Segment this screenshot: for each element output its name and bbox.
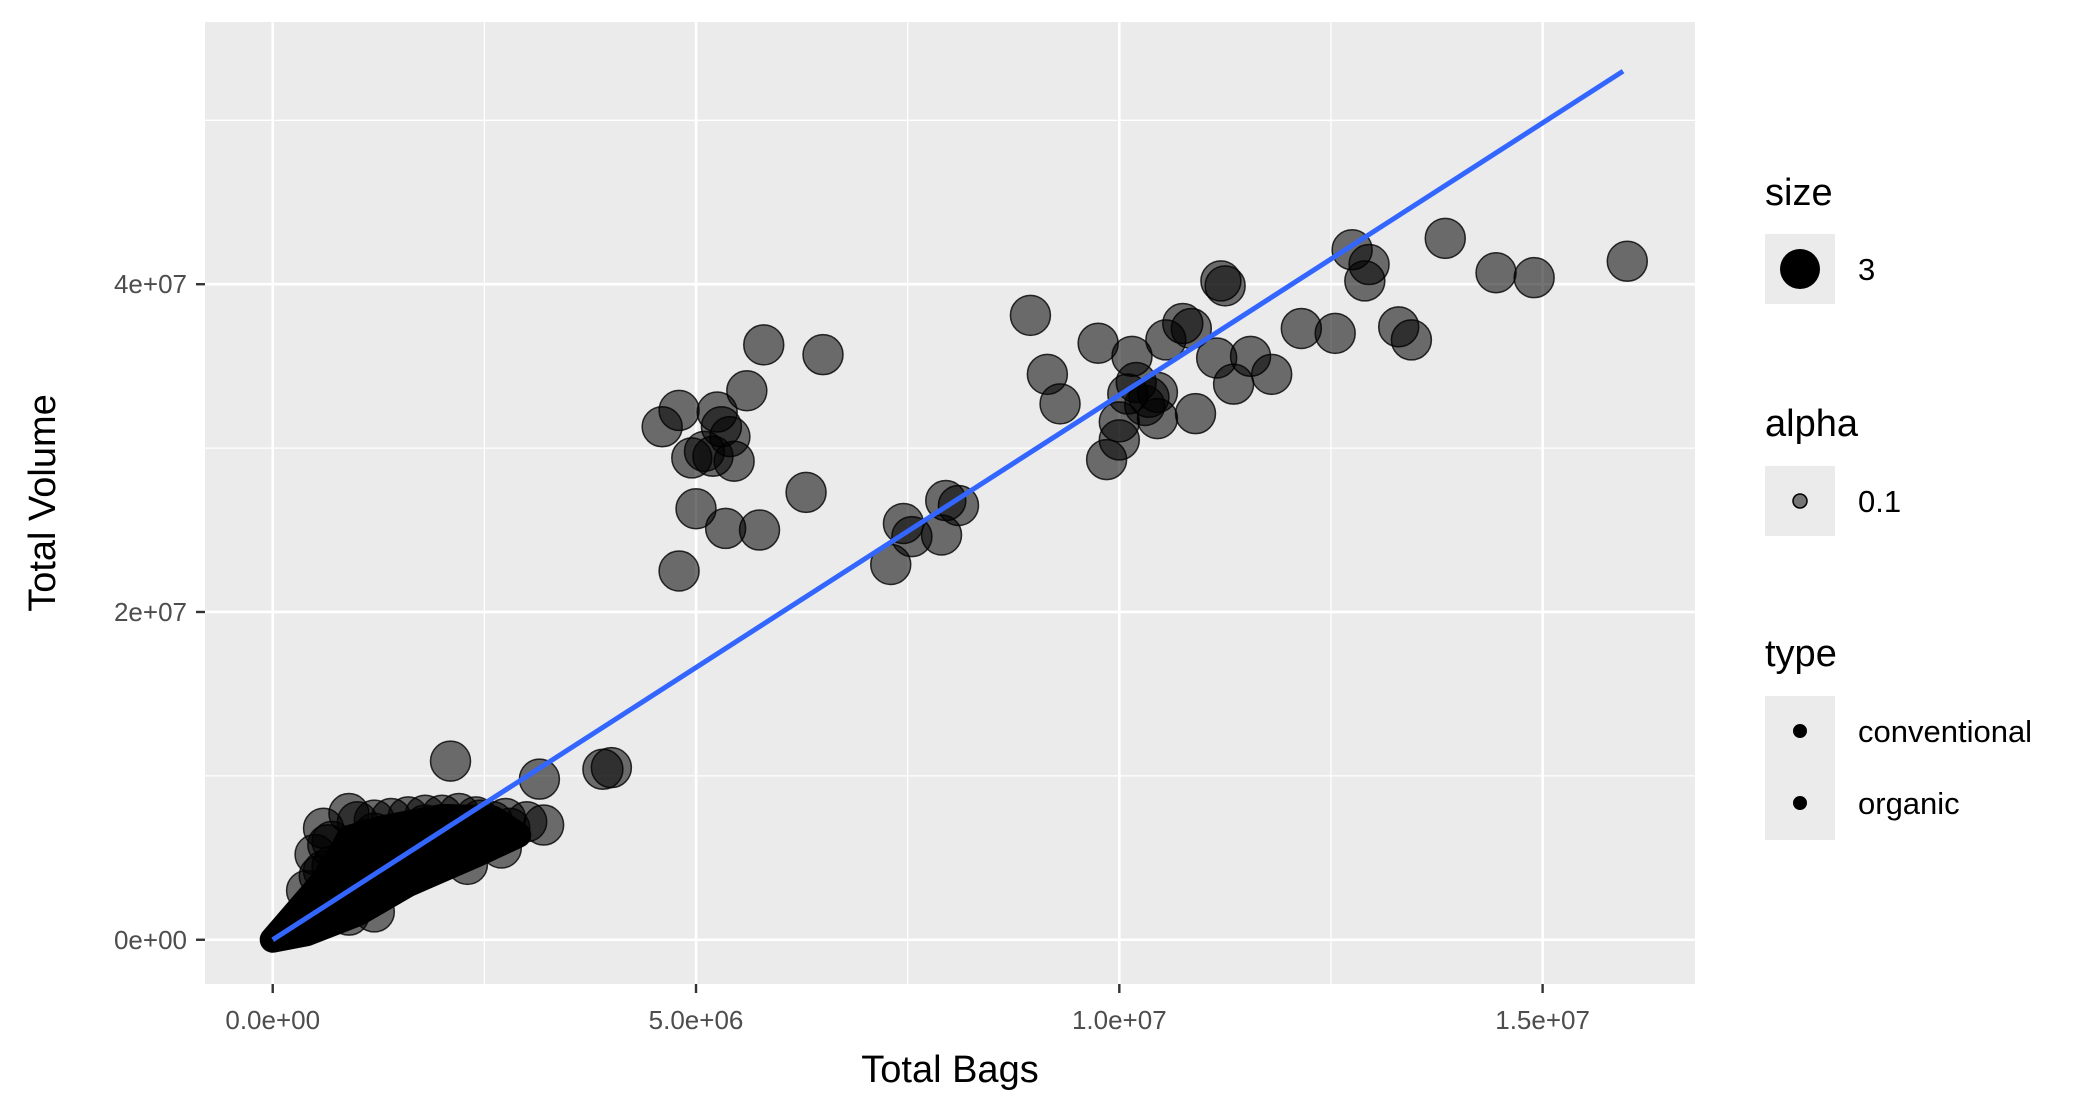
legend-type-organic-marker [1793,796,1807,810]
data-point [1174,392,1217,435]
data-point [743,324,785,366]
data-point [658,550,700,592]
legend-alpha-marker [1792,493,1808,509]
legend-alpha: alpha 0.1 [1765,403,1901,536]
x-tick-label: 5.0e+06 [649,1005,744,1035]
data-point [1250,353,1293,396]
data-point [315,853,357,895]
legend-alpha-title: alpha [1765,403,1859,445]
legend-type: type conventional organic [1765,633,2032,840]
data-point [353,891,396,933]
data-point [1513,256,1555,299]
legend-type-key [1765,696,1835,840]
data-point [1039,383,1081,425]
legend-size-label: 3 [1858,252,1875,287]
data-point [675,487,717,530]
data-point [1204,265,1246,307]
data-point [1098,419,1141,461]
x-axis-ticks: 0.0e+00 5.0e+06 1.0e+07 1.5e+07 [225,984,1590,1035]
legend-type-conventional-label: conventional [1858,714,2032,749]
data-point [1475,251,1517,294]
legend-size-marker [1780,249,1820,289]
data-point [345,819,387,861]
y-axis-ticks: 0e+00 2e+07 4e+07 [114,269,205,955]
legend-size: size 3 [1765,172,1875,304]
x-tick-label: 1.5e+07 [1495,1005,1590,1035]
legend-type-conventional-marker [1793,724,1807,738]
x-tick-label: 0.0e+00 [225,1005,320,1035]
x-axis-title: Total Bags [861,1049,1038,1091]
data-point [713,440,755,482]
data-point [1390,319,1433,361]
data-point [802,333,844,376]
fit-line [271,69,1625,942]
data-point [1314,312,1356,355]
legend-alpha-label: 0.1 [1858,484,1901,519]
data-point [484,797,527,840]
y-tick-label: 4e+07 [114,269,187,299]
x-tick-label: 1.0e+07 [1072,1005,1167,1035]
legend-type-organic-label: organic [1858,786,1960,821]
data-point [1606,240,1649,283]
data-point [1344,260,1386,302]
y-tick-label: 2e+07 [114,597,187,627]
legend: size 3 alpha 0.1 type conventional organ… [1765,172,2032,840]
data-point [429,740,472,782]
y-axis-title: Total Volume [22,394,64,612]
data-point [1009,294,1052,337]
legend-size-title: size [1765,172,1833,214]
fit-line-group [271,69,1625,942]
data-point [937,484,980,527]
data-point [785,471,827,514]
data-point [590,746,633,789]
legend-type-title: type [1765,633,1837,675]
y-tick-label: 0e+00 [114,925,187,955]
data-point [726,369,768,412]
data-point [1424,217,1467,260]
data-point [658,389,700,432]
data-point [738,509,781,551]
